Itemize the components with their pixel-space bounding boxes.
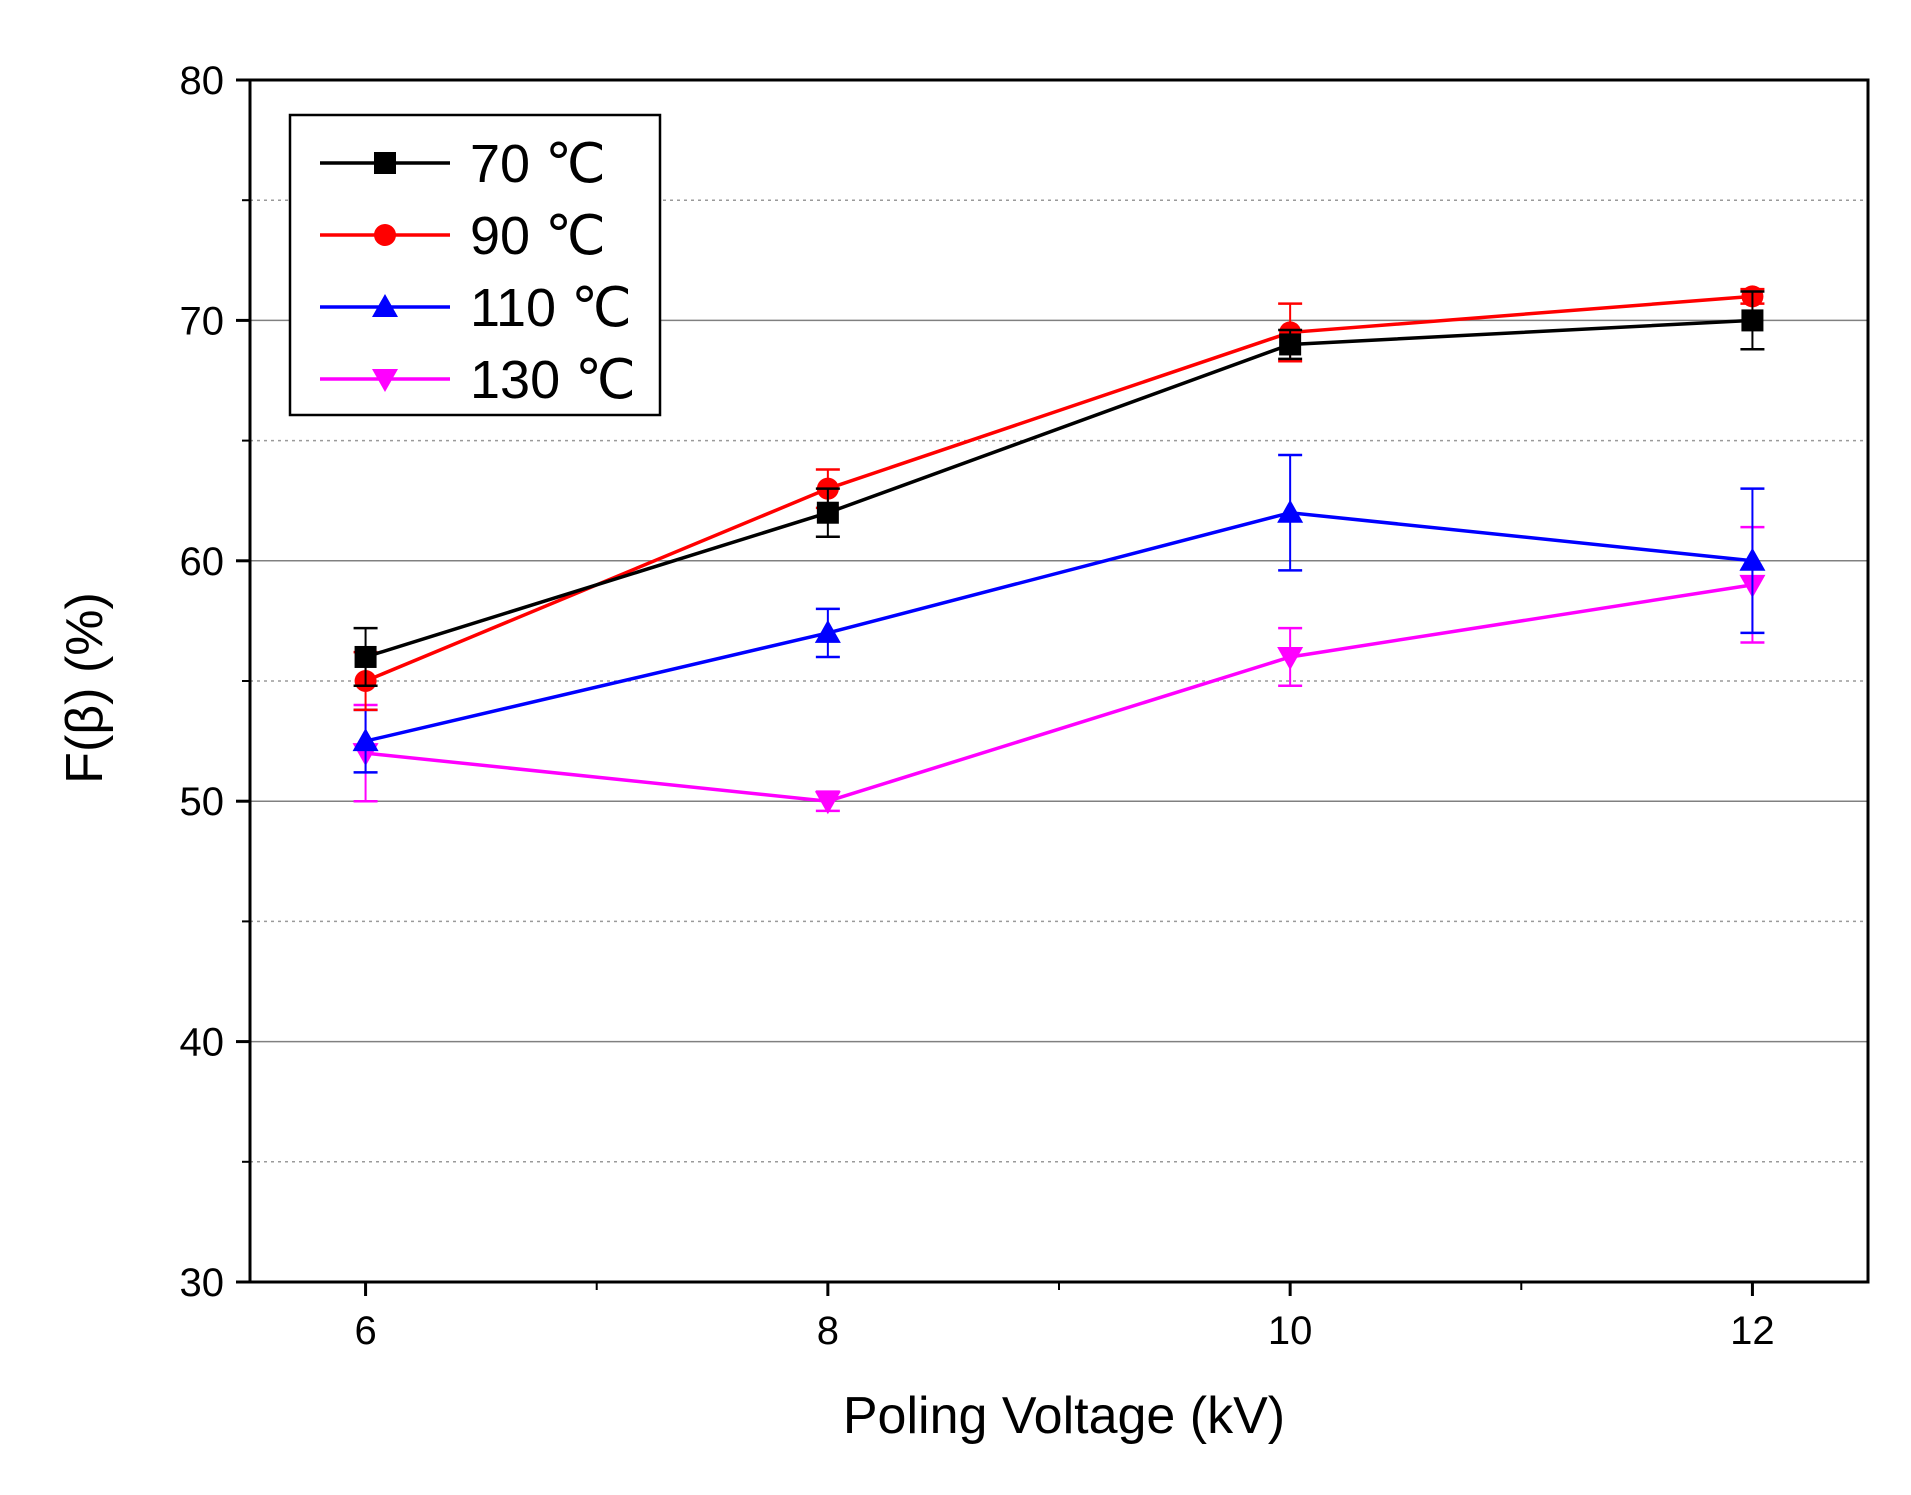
legend-item: 90 ℃ <box>320 206 606 266</box>
x-tick-label: 6 <box>354 1309 376 1353</box>
x-tick-label: 10 <box>1268 1309 1313 1353</box>
x-tick-label: 12 <box>1730 1309 1775 1353</box>
series-line <box>365 318 1753 659</box>
legend-label: 90 ℃ <box>470 206 606 266</box>
series-2 <box>352 453 1766 774</box>
y-tick-label: 60 <box>180 540 225 584</box>
legend-box <box>288 113 662 417</box>
legend-marker <box>372 294 398 317</box>
y-axis-title: F(β) (%) <box>56 592 114 784</box>
legend-item: 110 ℃ <box>320 278 632 338</box>
legend-item: 130 ℃ <box>320 350 636 410</box>
data-point <box>814 791 841 815</box>
data-point <box>354 645 377 668</box>
plot-frame <box>248 78 1870 1284</box>
series-0 <box>353 290 1765 688</box>
series-3 <box>352 525 1766 815</box>
legend-label: 130 ℃ <box>470 350 636 410</box>
x-axis-title: Poling Voltage (kV) <box>843 1387 1285 1445</box>
y-tick-label: 50 <box>180 780 225 824</box>
legend-marker <box>372 369 398 392</box>
data-point <box>1279 333 1302 356</box>
axes-layer: 30 40 50 60 70 80 6 8 10 12 <box>180 59 1870 1353</box>
legend-marker <box>374 224 396 246</box>
legend-item: 70 ℃ <box>320 134 606 194</box>
legend: 70 ℃ 90 ℃ 110 ℃ 130 ℃ <box>288 113 662 417</box>
data-point <box>814 619 841 643</box>
y-tick-label: 80 <box>180 59 225 103</box>
y-tick-label: 40 <box>180 1021 225 1065</box>
y-tick-label: 30 <box>180 1261 225 1305</box>
y-tick-label: 70 <box>180 299 225 343</box>
data-point <box>816 501 839 524</box>
data-point <box>1277 646 1304 670</box>
series-line <box>365 583 1753 803</box>
data-point <box>1741 309 1764 332</box>
data-point <box>1277 499 1304 523</box>
data-point <box>1739 547 1766 571</box>
data-point <box>352 728 379 752</box>
x-tick-label: 8 <box>817 1309 839 1353</box>
legend-label: 110 ℃ <box>470 278 632 338</box>
series-layer <box>352 285 1766 815</box>
legend-marker <box>374 152 396 174</box>
series-line <box>365 510 1753 743</box>
legend-label: 70 ℃ <box>470 134 606 194</box>
